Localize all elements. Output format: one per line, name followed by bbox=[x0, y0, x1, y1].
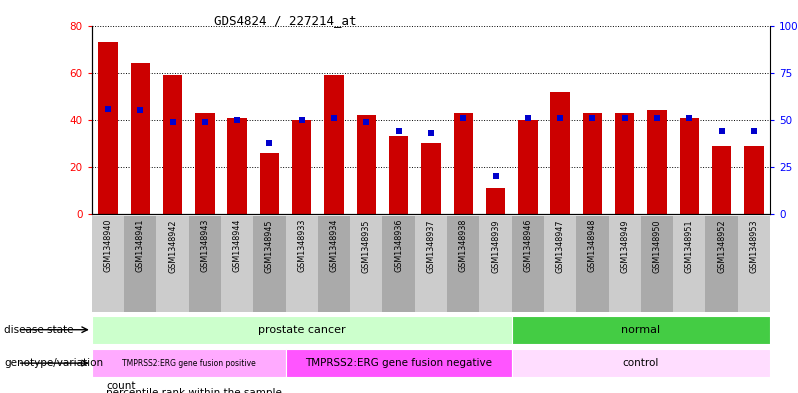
Text: GSM1348949: GSM1348949 bbox=[620, 219, 629, 272]
Text: percentile rank within the sample: percentile rank within the sample bbox=[106, 388, 282, 393]
Text: TMPRSS2:ERG gene fusion negative: TMPRSS2:ERG gene fusion negative bbox=[305, 358, 492, 368]
Point bbox=[101, 105, 114, 112]
Bar bbox=[615, 113, 634, 214]
Point bbox=[715, 128, 728, 134]
Bar bbox=[480, 216, 512, 312]
Point bbox=[425, 130, 437, 136]
Text: normal: normal bbox=[622, 325, 661, 335]
Text: GSM1348937: GSM1348937 bbox=[426, 219, 436, 272]
Bar bbox=[92, 216, 124, 312]
Text: GSM1348950: GSM1348950 bbox=[653, 219, 662, 272]
Text: GSM1348946: GSM1348946 bbox=[523, 219, 532, 272]
Bar bbox=[156, 216, 188, 312]
Point bbox=[134, 107, 147, 114]
Bar bbox=[680, 118, 699, 214]
Bar bbox=[92, 316, 512, 344]
Text: GSM1348948: GSM1348948 bbox=[588, 219, 597, 272]
Text: GSM1348939: GSM1348939 bbox=[491, 219, 500, 272]
Text: GSM1348942: GSM1348942 bbox=[168, 219, 177, 272]
Point bbox=[521, 115, 534, 121]
Text: GDS4824 / 227214_at: GDS4824 / 227214_at bbox=[214, 14, 357, 27]
Text: genotype/variation: genotype/variation bbox=[4, 358, 103, 368]
Bar bbox=[512, 349, 770, 377]
Bar bbox=[92, 349, 286, 377]
Bar bbox=[453, 113, 473, 214]
Point bbox=[586, 115, 598, 121]
Text: GSM1348935: GSM1348935 bbox=[361, 219, 371, 272]
Bar bbox=[641, 216, 674, 312]
Text: GSM1348953: GSM1348953 bbox=[749, 219, 758, 272]
Bar bbox=[318, 216, 350, 312]
Point bbox=[166, 119, 179, 125]
Text: GSM1348938: GSM1348938 bbox=[459, 219, 468, 272]
Bar bbox=[738, 216, 770, 312]
Text: control: control bbox=[622, 358, 659, 368]
Bar bbox=[221, 216, 253, 312]
Bar bbox=[576, 216, 609, 312]
Text: count: count bbox=[106, 381, 136, 391]
Text: GSM1348952: GSM1348952 bbox=[717, 219, 726, 273]
Text: GSM1348941: GSM1348941 bbox=[136, 219, 144, 272]
Point bbox=[328, 115, 341, 121]
Bar bbox=[196, 113, 215, 214]
Text: GSM1348945: GSM1348945 bbox=[265, 219, 274, 272]
Point bbox=[360, 119, 373, 125]
Text: GSM1348940: GSM1348940 bbox=[104, 219, 113, 272]
Bar bbox=[131, 63, 150, 214]
Point bbox=[618, 115, 631, 121]
Text: GSM1348943: GSM1348943 bbox=[200, 219, 209, 272]
Point bbox=[683, 115, 696, 121]
Bar bbox=[447, 216, 480, 312]
Bar bbox=[286, 216, 318, 312]
Point bbox=[456, 115, 469, 121]
Bar bbox=[512, 216, 544, 312]
Bar bbox=[583, 113, 602, 214]
Bar bbox=[259, 153, 279, 214]
Point bbox=[554, 115, 567, 121]
Text: TMPRSS2:ERG gene fusion positive: TMPRSS2:ERG gene fusion positive bbox=[122, 359, 255, 367]
Text: GSM1348947: GSM1348947 bbox=[555, 219, 565, 272]
Bar bbox=[163, 75, 182, 214]
Bar bbox=[253, 216, 286, 312]
Bar bbox=[609, 216, 641, 312]
Bar bbox=[518, 120, 538, 214]
Bar bbox=[389, 136, 409, 214]
Point bbox=[199, 119, 211, 125]
Bar bbox=[745, 146, 764, 214]
Bar bbox=[712, 146, 731, 214]
Bar bbox=[382, 216, 415, 312]
Bar bbox=[350, 216, 382, 312]
Bar bbox=[227, 118, 247, 214]
Point bbox=[295, 117, 308, 123]
Text: GSM1348933: GSM1348933 bbox=[297, 219, 306, 272]
Bar bbox=[674, 216, 705, 312]
Point bbox=[489, 173, 502, 180]
Text: disease state: disease state bbox=[4, 325, 73, 335]
Point bbox=[231, 117, 243, 123]
Bar bbox=[544, 216, 576, 312]
Point bbox=[263, 140, 276, 146]
Text: GSM1348934: GSM1348934 bbox=[330, 219, 338, 272]
Text: GSM1348936: GSM1348936 bbox=[394, 219, 403, 272]
Bar bbox=[124, 216, 156, 312]
Point bbox=[748, 128, 760, 134]
Point bbox=[393, 128, 405, 134]
Bar bbox=[324, 75, 344, 214]
Point bbox=[650, 115, 663, 121]
Bar bbox=[415, 216, 447, 312]
Bar bbox=[486, 188, 505, 214]
Bar bbox=[98, 42, 117, 214]
Text: prostate cancer: prostate cancer bbox=[258, 325, 346, 335]
Bar bbox=[286, 349, 512, 377]
Bar bbox=[188, 216, 221, 312]
Text: GSM1348944: GSM1348944 bbox=[233, 219, 242, 272]
Bar bbox=[421, 143, 440, 214]
Bar bbox=[292, 120, 311, 214]
Bar bbox=[647, 110, 666, 214]
Bar bbox=[512, 316, 770, 344]
Bar bbox=[551, 92, 570, 214]
Text: GSM1348951: GSM1348951 bbox=[685, 219, 693, 272]
Bar bbox=[357, 115, 376, 214]
Bar bbox=[705, 216, 738, 312]
